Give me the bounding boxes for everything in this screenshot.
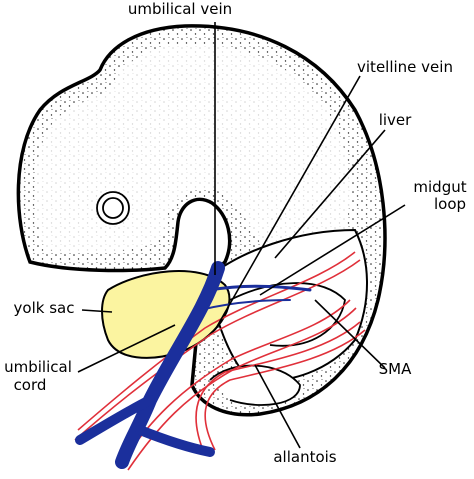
label-loop: loop (434, 195, 466, 213)
otic-vesicle-inner (102, 197, 124, 219)
label-umbilical: umbilical (4, 358, 72, 376)
label-vitelline-vein: vitelline vein (357, 58, 453, 76)
label-midgut: midgut (413, 178, 466, 196)
label-cord: cord (14, 376, 47, 394)
label-liver: liver (379, 111, 412, 129)
allantois-loop (209, 364, 301, 406)
leader-lines (77, 22, 406, 449)
label-sma: SMA (379, 360, 412, 378)
label-allantois: allantois (273, 448, 336, 466)
label-yolk-sac: yolk sac (14, 299, 75, 317)
veins (75, 261, 312, 469)
label-umbilical-vein: umbilical vein (128, 0, 232, 18)
otic-vesicle (96, 191, 130, 225)
